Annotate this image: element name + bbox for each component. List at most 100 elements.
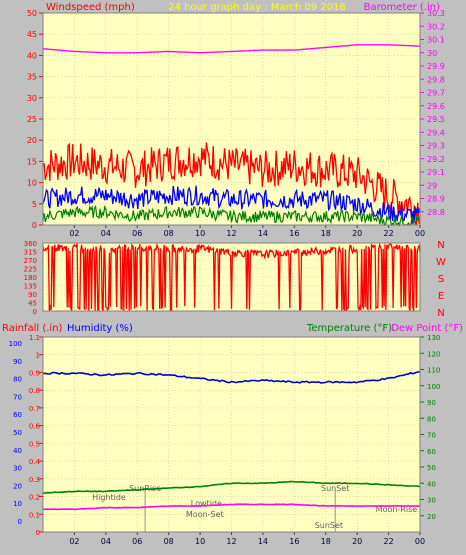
wind-baro-border xyxy=(42,12,421,226)
temperature-tick-label: 40 xyxy=(427,480,436,488)
temperature-axis-ticks: 20 30 40 50 60 70 80 90 100 110 120 130 xyxy=(420,334,440,521)
windspeed-tick-label: 40 xyxy=(27,51,37,60)
humidity-tick-label: 20 xyxy=(13,482,22,490)
x-tick-label: 14 xyxy=(258,537,268,546)
compass-label: E xyxy=(438,291,444,302)
barometer-axis-ticks: 28.8 28.9 29 29.1 29.2 29.3 29.4 29.5 29.6 29.7 29… xyxy=(420,9,445,217)
temperature-tick-label: 20 xyxy=(427,513,436,521)
direction-tick-label: 315 xyxy=(24,249,37,257)
barometer-tick-label: 29.4 xyxy=(427,128,445,137)
top-x-axis-ticks: 02 04 06 08 10 12 14 16 18 20 22 00 xyxy=(69,225,425,238)
rainfall-tick-label: 0.9 xyxy=(29,369,40,377)
x-tick-label: 00 xyxy=(415,537,425,546)
rainfall-tick-label: 0 xyxy=(36,529,40,537)
barometer-tick-label: 30.3 xyxy=(427,9,445,18)
rainfall-tick-label: 0.2 xyxy=(29,494,40,502)
event-label-moonrise: Moon-Rise xyxy=(376,505,418,514)
humidity-tick-label: 80 xyxy=(13,376,22,384)
direction-tick-label: 360 xyxy=(24,240,37,248)
x-tick-label: 04 xyxy=(101,537,111,546)
windspeed-axis-ticks: 0 5 10 15 20 25 30 35 40 45 50 xyxy=(27,9,43,230)
temperature-tick-label: 50 xyxy=(427,464,436,472)
event-label-sunset_a: SunSet xyxy=(321,484,349,493)
direction-tick-label: 0 xyxy=(33,308,37,316)
compass-label: W xyxy=(436,257,446,268)
bottom-x-axis-ticks: 02 04 06 08 10 12 14 16 18 20 22 00 xyxy=(69,532,425,546)
rainfall-tick-label: 0.7 xyxy=(29,405,40,413)
compass-label: S xyxy=(438,274,444,285)
humidity-tick-label: 90 xyxy=(13,358,22,366)
wind-baro-series xyxy=(42,44,421,227)
rainfall-tick-label: 1.1 xyxy=(29,334,40,342)
barometer-tick-label: 28.9 xyxy=(427,195,445,204)
humidity-axis-ticks: 0 10 20 30 40 50 60 70 80 90 100 xyxy=(9,340,22,526)
humidity-series-line xyxy=(42,371,421,384)
compass-label: N xyxy=(437,308,444,319)
windspeed-tick-label: 25 xyxy=(27,115,37,124)
rainfall-axis-title: Rainfall (.in) xyxy=(2,323,63,334)
x-tick-label: 04 xyxy=(101,229,111,238)
x-tick-label: 02 xyxy=(69,537,79,546)
windspeed-tick-label: 15 xyxy=(27,157,37,166)
gust-series-line xyxy=(42,142,421,226)
windspeed-axis-title: Windspeed (mph) xyxy=(46,2,135,13)
barometer-tick-label: 29.1 xyxy=(427,168,445,177)
rainfall-tick-label: 0.3 xyxy=(29,476,40,484)
barometer-tick-label: 29.3 xyxy=(427,142,445,151)
event-label-hightide: Hightide xyxy=(92,493,126,502)
windspeed-series-line xyxy=(42,185,421,224)
humidity-tick-label: 50 xyxy=(13,429,22,437)
x-tick-label: 22 xyxy=(383,537,393,546)
x-tick-label: 12 xyxy=(226,537,236,546)
barometer-tick-label: 29.5 xyxy=(427,115,445,124)
x-tick-label: 16 xyxy=(289,537,299,546)
x-tick-label: 00 xyxy=(415,229,425,238)
direction-border xyxy=(42,242,421,312)
x-tick-label: 08 xyxy=(164,229,174,238)
windspeed-tick-label: 10 xyxy=(27,179,37,188)
direction-tick-label: 90 xyxy=(28,291,37,299)
wind-min-series-line xyxy=(42,204,421,227)
temp-humidity-border xyxy=(42,336,421,533)
direction-series xyxy=(42,242,421,312)
x-tick-label: 06 xyxy=(132,229,142,238)
windspeed-tick-label: 0 xyxy=(32,221,37,230)
event-label-lowtide: Lowtide xyxy=(191,499,222,508)
chart-date-title: 24 hour graph day : March 09 2018 xyxy=(168,2,346,13)
event-label-moonset: Moon-Set xyxy=(186,510,224,519)
barometer-tick-label: 28.8 xyxy=(427,208,445,217)
barometer-axis-title: Barometer (.in) xyxy=(364,2,440,13)
x-tick-label: 10 xyxy=(195,537,205,546)
rainfall-axis-ticks: 0 0.1 0.2 0.3 0.4 0.5 0.6 0.7 0.8 0.9 1 1.1 xyxy=(29,334,43,537)
x-tick-label: 06 xyxy=(132,537,142,546)
humidity-tick-label: 30 xyxy=(13,465,22,473)
barometer-tick-label: 30.2 xyxy=(427,22,445,31)
rainfall-tick-label: 0.5 xyxy=(29,440,40,448)
rainfall-tick-label: 1 xyxy=(36,352,40,360)
rainfall-tick-label: 0.8 xyxy=(29,387,40,395)
wind-direction-line xyxy=(42,242,421,312)
barometer-tick-label: 29.9 xyxy=(427,62,445,71)
humidity-tick-label: 100 xyxy=(9,340,22,348)
dewpoint-series-line xyxy=(42,503,421,511)
barometer-tick-label: 29.2 xyxy=(427,155,445,164)
x-tick-label: 20 xyxy=(352,537,362,546)
x-tick-label: 02 xyxy=(69,229,79,238)
x-tick-label: 16 xyxy=(289,229,299,238)
temperature-tick-label: 70 xyxy=(427,432,436,440)
wind-baro-grid xyxy=(43,12,421,226)
temp-humidity-series xyxy=(42,371,421,511)
rainfall-tick-label: 0.6 xyxy=(29,423,41,431)
x-tick-label: 12 xyxy=(226,229,236,238)
temperature-series-line xyxy=(42,480,421,494)
direction-tick-label: 45 xyxy=(28,300,37,308)
humidity-axis-title: Humidity (%) xyxy=(67,323,133,334)
rainfall-tick-label: 0.4 xyxy=(29,458,41,466)
x-tick-label: 22 xyxy=(383,229,393,238)
temperature-axis-title: Temperature (°F) xyxy=(306,323,392,334)
windspeed-tick-label: 35 xyxy=(27,73,37,82)
x-tick-label: 08 xyxy=(164,537,174,546)
direction-tick-label: 135 xyxy=(24,283,37,291)
